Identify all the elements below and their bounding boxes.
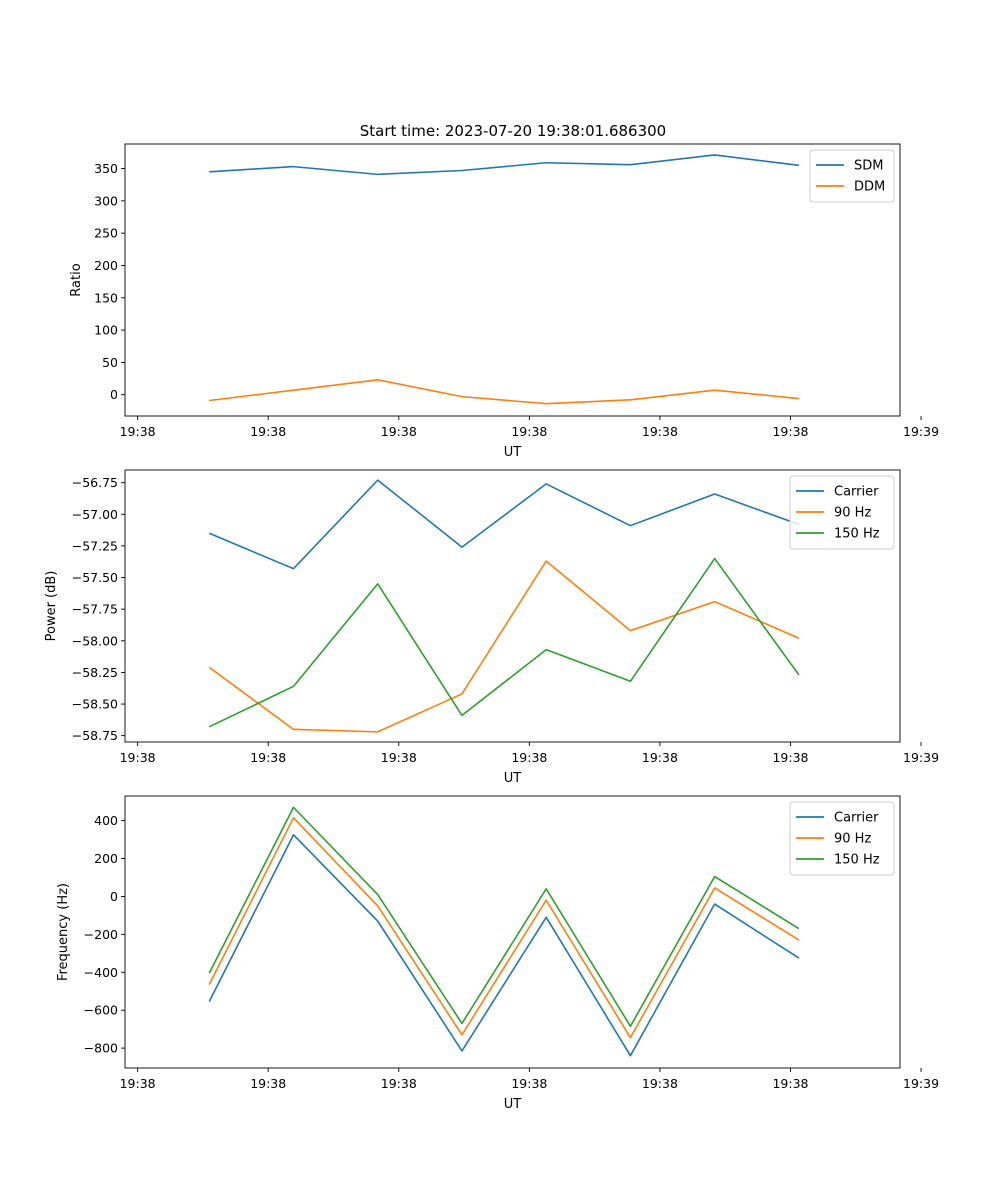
y-tick-label: 0 (110, 889, 118, 904)
x-tick-label: 19:38 (511, 424, 547, 439)
y-tick-label: −600 (84, 1003, 118, 1018)
legend-label-90-hz: 90 Hz (834, 506, 871, 521)
legend-box (789, 801, 895, 876)
x-axis-label: UT (504, 771, 522, 786)
series-line-90-hz (208, 560, 800, 733)
y-tick-label: 350 (94, 161, 118, 176)
series-line-ddm (209, 379, 799, 405)
x-tick-label: 19:38 (381, 750, 417, 765)
y-tick-label: −57.75 (72, 602, 118, 617)
y-tick-label: −58.25 (72, 665, 118, 680)
x-tick-label: 19:39 (903, 1076, 939, 1091)
y-tick-label: 0 (110, 387, 118, 402)
x-tick-label: 19:38 (120, 424, 156, 439)
y-axis-label: Power (dB) (44, 571, 59, 642)
y-tick-label: −57.00 (72, 507, 118, 522)
axes-frame (124, 143, 901, 417)
y-tick-label: −58.50 (72, 697, 118, 712)
frequency-plot: 19:38 19:38 19:38 19:38 19:38 19:38 19:39 400 20… (56, 795, 939, 1112)
y-tick-label: 250 (94, 226, 118, 241)
series-line-carrier (208, 479, 800, 570)
axes-frame (124, 469, 901, 743)
series-line-carrier (208, 834, 800, 1057)
legend-label-150-hz: 150 Hz (834, 527, 880, 542)
y-tick-label: 100 (94, 323, 118, 338)
y-tick-label: −200 (84, 927, 118, 942)
y-tick-label: 50 (102, 355, 118, 370)
y-tick-label: 300 (94, 193, 118, 208)
figure-title: Start time: 2023-07-20 19:38:01.686300 (360, 122, 666, 140)
x-tick-label: 19:38 (250, 1076, 286, 1091)
y-tick-label: −800 (84, 1041, 118, 1056)
series-line-150-hz (208, 806, 800, 1028)
ratio-plot: 19:38 19:38 19:38 19:38 19:38 19:38 19:39 0 50 10… (69, 143, 939, 460)
legend-label-sdm: SDM (854, 159, 883, 174)
x-tick-label: 19:38 (250, 750, 286, 765)
x-axis-label: UT (504, 445, 522, 460)
y-tick-label: 400 (94, 813, 118, 828)
legend: Carrier 90 Hz 150 Hz (789, 801, 895, 876)
legend-label-carrier: Carrier (834, 811, 879, 826)
x-tick-label: 19:38 (642, 1076, 678, 1091)
x-tick-label: 19:38 (772, 750, 808, 765)
y-axis-label: Frequency (Hz) (56, 883, 71, 981)
x-tick-label: 19:38 (120, 1076, 156, 1091)
legend-box (789, 475, 895, 550)
x-tick-label: 19:38 (772, 1076, 808, 1091)
x-tick-label: 19:38 (642, 424, 678, 439)
x-tick-label: 19:39 (903, 424, 939, 439)
x-tick-label: 19:38 (511, 1076, 547, 1091)
legend-label-carrier: Carrier (834, 485, 879, 500)
legend-label-150-hz: 150 Hz (834, 853, 880, 868)
x-tick-label: 19:39 (903, 750, 939, 765)
legend-box (809, 149, 895, 203)
y-tick-label: −57.25 (72, 538, 118, 553)
y-tick-label: −58.00 (72, 633, 118, 648)
y-tick-label: −58.75 (72, 728, 118, 743)
y-tick-label: 200 (94, 851, 118, 866)
x-tick-label: 19:38 (511, 750, 547, 765)
y-tick-label: 200 (94, 258, 118, 273)
y-tick-label: −56.75 (72, 475, 118, 490)
power-plot: 19:38 19:38 19:38 19:38 19:38 19:38 19:39 −56.7… (44, 469, 939, 786)
axes-frame (124, 795, 901, 1069)
series-line-150-hz (208, 557, 800, 728)
x-tick-label: 19:38 (381, 1076, 417, 1091)
legend-label-ddm: DDM (854, 180, 885, 195)
y-tick-label: −400 (84, 965, 118, 980)
y-axis-label: Ratio (69, 263, 84, 296)
x-tick-label: 19:38 (381, 424, 417, 439)
series-line-sdm (209, 154, 800, 176)
x-tick-label: 19:38 (642, 750, 678, 765)
x-axis-label: UT (504, 1097, 522, 1112)
x-tick-label: 19:38 (250, 424, 286, 439)
legend: SDM DDM (809, 149, 895, 203)
legend: Carrier 90 Hz 150 Hz (789, 475, 895, 550)
x-tick-label: 19:38 (120, 750, 156, 765)
series-line-90-hz (208, 816, 800, 1039)
y-tick-label: 150 (94, 290, 118, 305)
x-tick-label: 19:38 (772, 424, 808, 439)
legend-label-90-hz: 90 Hz (834, 832, 871, 847)
y-tick-label: −57.50 (72, 570, 118, 585)
